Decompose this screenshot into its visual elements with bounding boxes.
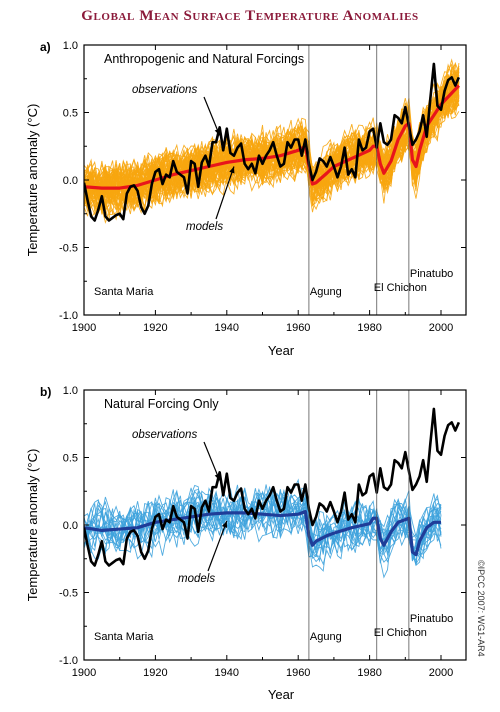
annotation-arrow [215, 166, 235, 220]
panel-a: Santa Maria Agung El Chichon Pinatubo -1.0 -0… [25, 40, 467, 358]
volcano-label: El Chichon [374, 627, 427, 639]
x-tick-label: 1980 [357, 667, 381, 679]
y-axis-label: Temperature anomaly (°C) [25, 104, 40, 257]
annotation-arrow [207, 520, 228, 572]
y-tick-label: 0.5 [63, 108, 78, 120]
annotation-arrow [203, 441, 221, 481]
y-tick-label: -1.0 [59, 655, 78, 667]
observations-line [84, 62, 461, 222]
annotation-label: observations [132, 429, 197, 441]
volcano-label: Santa Maria [94, 631, 154, 643]
model-mean-line [84, 84, 461, 190]
x-axis-label: Year [268, 687, 295, 702]
annotation-label: models [186, 221, 223, 233]
x-tick-label: 1920 [143, 322, 167, 334]
observations-line [84, 407, 461, 567]
panel-subtitle: Anthropogenic and Natural Forcings [104, 52, 304, 66]
annotation-arrow [203, 96, 221, 136]
annotation-arrowhead [214, 128, 220, 136]
y-tick-label: 0.0 [63, 520, 78, 532]
x-tick-label: 2000 [429, 667, 453, 679]
copyright-credit: ©IPCC 2007: WG1-AR4 [476, 560, 486, 657]
x-tick-label: 1940 [215, 322, 239, 334]
x-tick-label: 1960 [286, 667, 310, 679]
x-axis-label: Year [268, 343, 295, 358]
model-run-line [84, 95, 460, 203]
model-run-line [84, 487, 442, 566]
plot-area [84, 58, 461, 224]
panel-label: b) [40, 385, 51, 399]
y-tick-label: 0.5 [63, 453, 78, 465]
y-tick-label: 1.0 [63, 385, 78, 397]
x-tick-label: 1900 [72, 322, 96, 334]
panel-subtitle: Natural Forcing Only [104, 397, 219, 411]
model-run-line [84, 487, 442, 572]
y-axis-label: Temperature anomaly (°C) [25, 449, 40, 602]
x-tick-label: 2000 [429, 322, 453, 334]
x-tick-label: 1900 [72, 667, 96, 679]
volcano-label: Agung [310, 631, 342, 643]
y-tick-label: -1.0 [59, 310, 78, 322]
x-tick-label: 1940 [215, 667, 239, 679]
annotation-label: models [178, 573, 215, 585]
annotation-arrowhead [221, 520, 228, 528]
x-tick-label: 1920 [143, 667, 167, 679]
volcano-label: Pinatubo [410, 268, 453, 280]
panel-b: Santa Maria Agung El Chichon Pinatubo -1.0 -0… [25, 385, 467, 702]
volcano-label: Santa Maria [94, 286, 154, 298]
x-tick-label: 1960 [286, 322, 310, 334]
figure-title: Global Mean Surface Temperature Anomalie… [81, 8, 419, 24]
panel-label: a) [40, 40, 51, 54]
y-tick-label: -0.5 [59, 588, 78, 600]
y-tick-label: 0.0 [63, 175, 78, 187]
y-tick-label: -0.5 [59, 243, 78, 255]
model-run-line [84, 478, 442, 579]
x-tick-label: 1980 [357, 322, 381, 334]
model-run-line [84, 71, 460, 214]
model-mean-line [84, 509, 442, 557]
volcano-label: Pinatubo [410, 613, 453, 625]
plot-area [84, 407, 461, 579]
model-run-line [84, 490, 442, 563]
annotation-arrowhead [229, 166, 235, 174]
volcano-label: El Chichon [374, 282, 427, 294]
annotation-arrowhead [214, 473, 220, 481]
volcano-label: Agung [310, 286, 342, 298]
y-tick-label: 1.0 [63, 40, 78, 52]
annotation-label: observations [132, 84, 197, 96]
